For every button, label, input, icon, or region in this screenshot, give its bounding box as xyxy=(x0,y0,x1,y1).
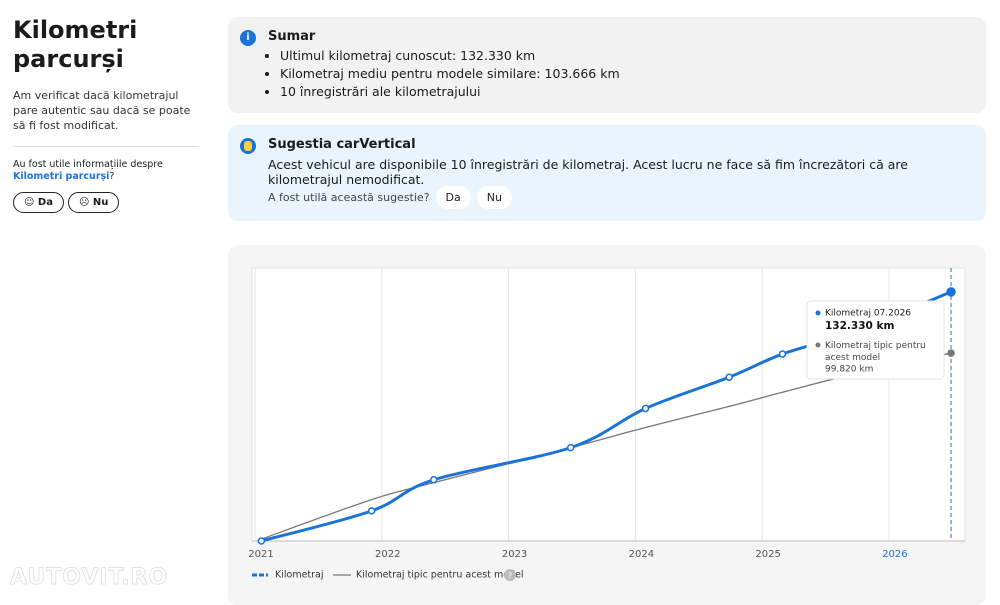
tooltip-box xyxy=(806,300,945,380)
watermark: AUTOVIT.RO xyxy=(10,565,168,590)
data-point xyxy=(947,349,955,357)
tooltip-title: Kilometraj 07.2026 xyxy=(825,309,911,319)
feedback-question: Au fost utile informațiile despre Kilome… xyxy=(13,159,199,183)
summary-item: Ultimul kilometraj cunoscut: 132.330 km xyxy=(280,47,620,65)
tooltip-dot xyxy=(815,342,821,348)
feedback-link[interactable]: Kilometri parcurși xyxy=(13,171,110,182)
legend-label: Kilometraj xyxy=(275,570,324,581)
data-point xyxy=(946,287,956,297)
no-button[interactable]: ☹ Nu xyxy=(67,192,120,213)
summary-item: 10 înregistrări ale kilometrajului xyxy=(280,83,620,101)
sidebar-title: Kilometri parcurși xyxy=(13,16,138,73)
x-tick-label: 2024 xyxy=(629,549,654,560)
divider xyxy=(13,146,199,147)
data-point xyxy=(257,537,266,545)
no-label: Nu xyxy=(92,197,109,208)
summary-title: Sumar xyxy=(268,29,316,44)
data-point xyxy=(725,373,733,381)
yes-button[interactable]: Da xyxy=(435,186,471,209)
suggestion-title: Sugestia carVertical xyxy=(268,137,416,152)
yes-button[interactable]: ☺ Da xyxy=(13,192,64,213)
suggestion-text: Acest vehicul are disponibile 10 înregis… xyxy=(268,157,908,187)
sidebar-description: Am verificat dacă kilometrajul pare aute… xyxy=(13,89,191,132)
tooltip-typical-label: Kilometraj tipic pentru acest model xyxy=(825,341,926,363)
help-icon xyxy=(504,569,516,581)
help-icon-mark: ? xyxy=(508,572,512,581)
x-tick-label: 2025 xyxy=(755,549,780,560)
summary-list: Ultimul kilometraj cunoscut: 132.330 km … xyxy=(264,47,620,101)
info-icon: i xyxy=(240,30,256,46)
suggestion-question: A fost utilă această sugestie? xyxy=(268,191,430,204)
summary-item: Kilometraj mediu pentru modele similare:… xyxy=(280,65,620,83)
feedback-text: Au fost utile informațiile despre xyxy=(13,159,163,170)
tooltip-typical-value: 99.820 km xyxy=(825,365,873,375)
no-button[interactable]: Nu xyxy=(476,186,512,209)
tooltip-value: 132.330 km xyxy=(825,320,894,332)
sidebar: Kilometri parcurși Am verificat dacă kil… xyxy=(13,16,199,213)
data-point xyxy=(566,443,575,452)
data-point xyxy=(641,404,650,413)
x-tick-label: 2026 xyxy=(882,549,907,560)
suggestion-feedback: A fost utilă această sugestie? Da Nu xyxy=(268,186,512,209)
data-point xyxy=(367,507,376,515)
summary-box: i Sumar Ultimul kilometraj cunoscut: 132… xyxy=(228,17,986,113)
feedback-end: ? xyxy=(109,171,115,182)
legend-label: Kilometraj tipic pentru acest model xyxy=(356,570,524,581)
suggestion-box: Sugestia carVertical Acest vehicul are d… xyxy=(228,125,986,221)
x-tick-label: 2022 xyxy=(375,549,400,560)
x-tick-label: 2023 xyxy=(502,549,527,560)
brand-icon xyxy=(240,138,256,154)
tooltip-dot xyxy=(815,310,821,316)
x-tick-label: 2021 xyxy=(248,549,273,560)
data-point xyxy=(430,476,438,484)
data-point xyxy=(778,350,787,358)
yes-label: Da xyxy=(37,197,53,208)
series-line xyxy=(261,352,952,540)
